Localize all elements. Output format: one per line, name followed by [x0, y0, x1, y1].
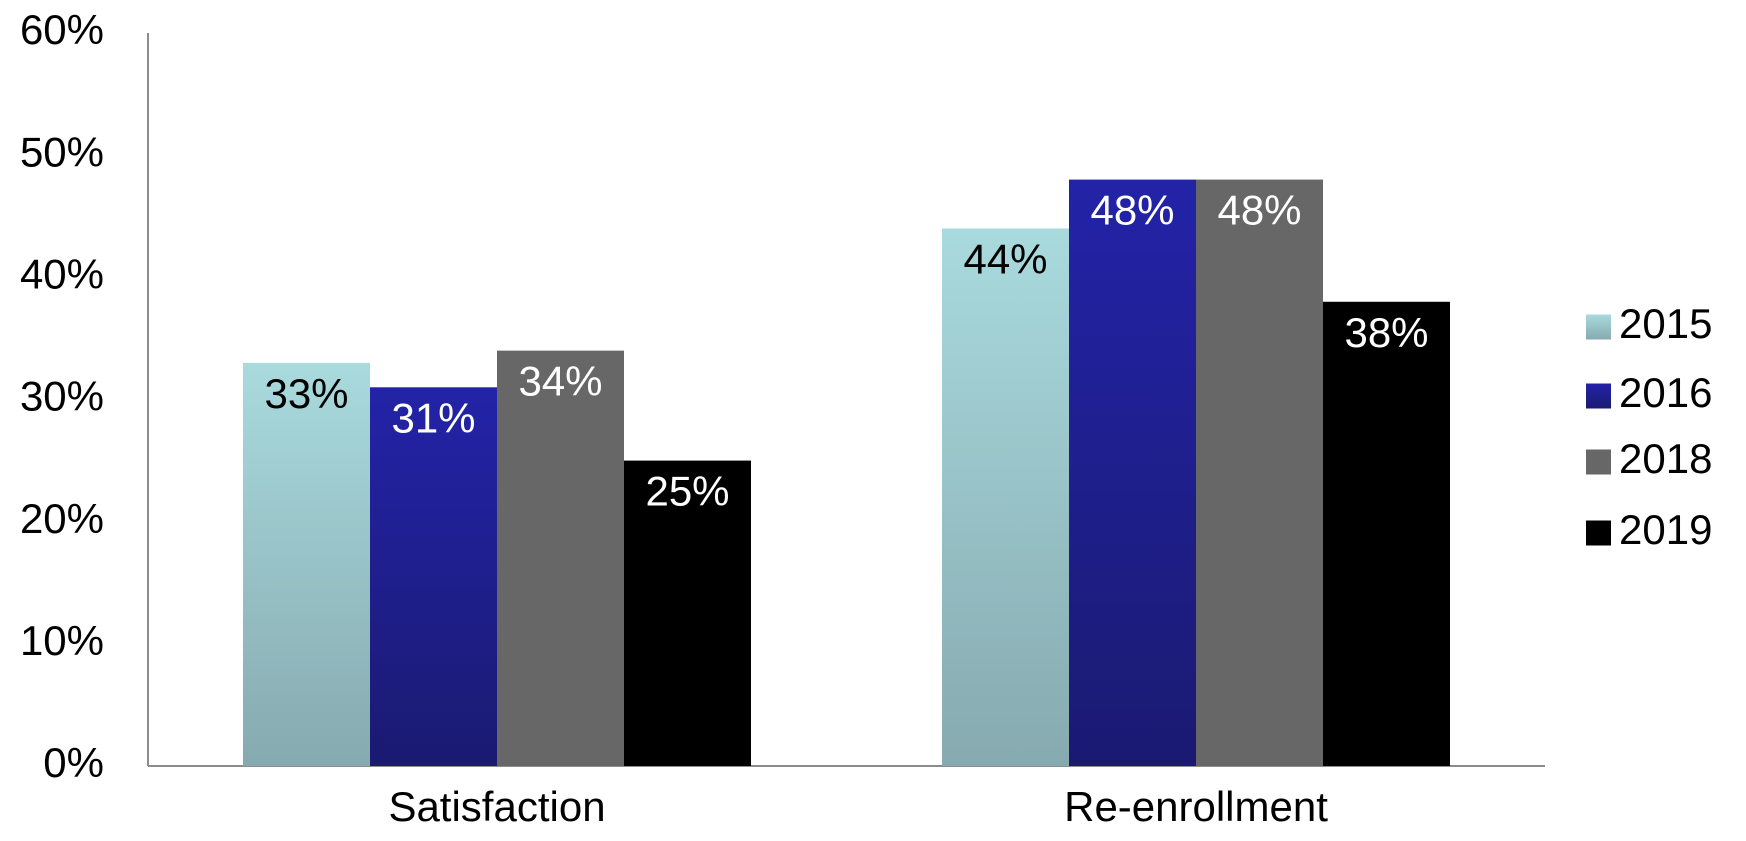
y-tick-label: 0%	[43, 739, 104, 786]
x-category-label: Satisfaction	[388, 783, 605, 830]
legend-swatch-2015	[1586, 314, 1611, 340]
bar-2019-satisfaction	[624, 460, 751, 766]
legend-label: 2016	[1619, 369, 1712, 416]
data-label: 44%	[963, 235, 1047, 282]
data-label: 38%	[1344, 309, 1428, 356]
data-label: 48%	[1090, 187, 1174, 234]
y-tick-label: 40%	[20, 250, 104, 297]
data-labels: 33% 31% 34% 25% 44% 48% 48% 38%	[264, 187, 1428, 515]
y-tick-label: 20%	[20, 495, 104, 542]
bar-2016-re-enrollment	[1069, 179, 1196, 767]
legend-swatch-2016	[1586, 383, 1611, 409]
y-tick-label: 60%	[20, 6, 104, 53]
legend: 2015 2016 2018 2019	[1586, 300, 1712, 553]
bars	[243, 179, 1450, 767]
legend-label: 2019	[1619, 506, 1712, 553]
y-tick-label: 50%	[20, 128, 104, 175]
y-tick-label: 10%	[20, 617, 104, 664]
data-label: 48%	[1217, 187, 1301, 234]
legend-label: 2015	[1619, 300, 1712, 347]
bar-2016-satisfaction	[370, 387, 497, 766]
legend-label: 2018	[1619, 435, 1712, 482]
x-category-label: Re-enrollment	[1064, 783, 1328, 830]
data-label: 34%	[518, 358, 602, 405]
legend-swatch-2018	[1586, 449, 1611, 475]
bar-2019-re-enrollment	[1323, 301, 1450, 766]
bar-2018-satisfaction	[497, 350, 624, 766]
bar-2018-re-enrollment	[1196, 179, 1323, 767]
bar-2015-re-enrollment	[942, 228, 1069, 766]
data-label: 33%	[264, 370, 348, 417]
axes: 0% 10% 20% 30% 40% 50% 60% Satisfaction Re-enrol…	[20, 6, 1545, 830]
y-tick-label: 30%	[20, 373, 104, 420]
legend-swatch-2019	[1586, 520, 1611, 546]
bar-2015-satisfaction	[243, 362, 370, 766]
data-label: 25%	[645, 468, 729, 515]
data-label: 31%	[391, 394, 475, 441]
